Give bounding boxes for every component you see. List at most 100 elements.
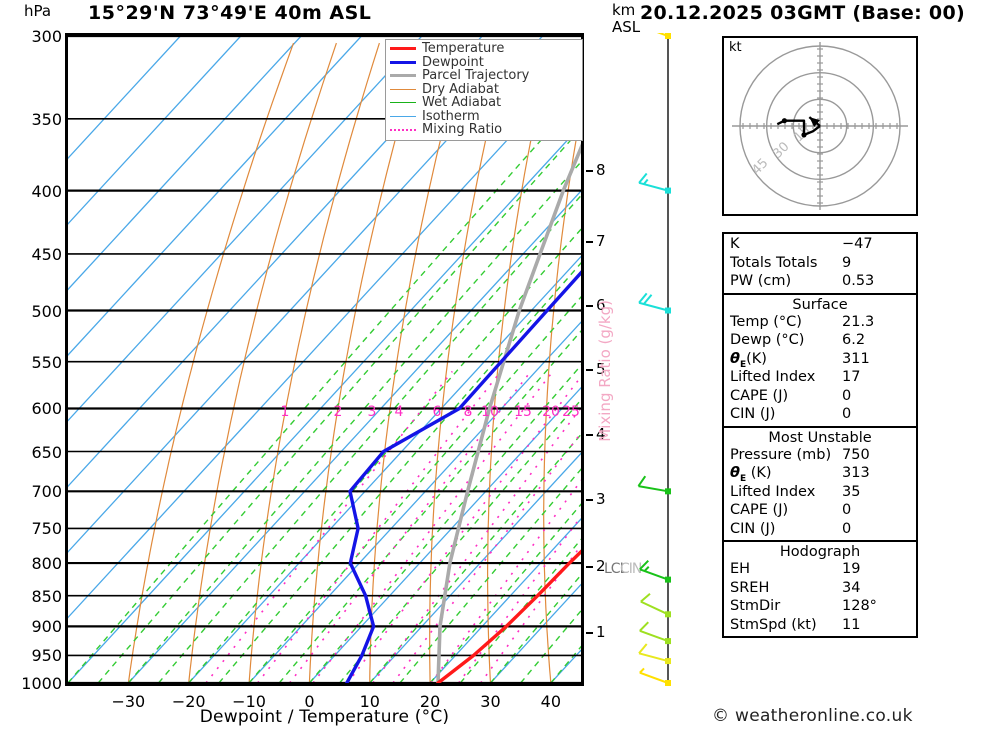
- legend-item-label: Wet Adiabat: [422, 95, 502, 111]
- isobar-lines: [68, 36, 581, 683]
- temperature-curve: [436, 549, 581, 683]
- indices-row-key: SREH: [730, 579, 770, 596]
- height-tick-label: 2: [596, 557, 606, 575]
- indices-row: Lifted Index 17: [724, 368, 916, 387]
- dry-adiabat-lines: [127, 42, 581, 683]
- height-tick-mark: [586, 434, 593, 436]
- legend-swatch-icon: [390, 88, 416, 90]
- indices-row: Lifted Index 35: [724, 483, 916, 502]
- indices-row-key: Pressure (mb): [730, 446, 832, 463]
- wind-barb: [639, 621, 671, 645]
- pressure-tick-label: 450: [31, 244, 62, 264]
- indices-row-value: 313: [842, 465, 870, 481]
- copyright-notice: © weatheronline.co.uk: [712, 706, 913, 726]
- indices-row-key: StmSpd (kt): [730, 616, 817, 633]
- indices-row-key: Dewp (°C): [730, 332, 805, 348]
- indices-group: Hodograph EH 19 SREH 34 StmDir 128° StmSpd (kt)…: [724, 542, 916, 636]
- pressure-tick-label: 800: [31, 554, 62, 574]
- indices-row: CAPE (J) 0: [724, 387, 916, 406]
- legend-swatch-icon: [390, 102, 416, 104]
- height-tick-mark: [586, 632, 593, 634]
- height-axis-unit-km: km: [612, 1, 636, 19]
- legend-swatch-icon: [390, 115, 416, 117]
- wind-barb: [639, 667, 671, 686]
- indices-row-value: 6.2: [842, 332, 866, 348]
- height-tick-mark: [586, 170, 593, 172]
- indices-group: Most Unstable Pressure (mb) 750 θE (K) 313 Li…: [724, 428, 916, 542]
- lcl-marker: LCL: [604, 561, 627, 577]
- wind-barb: [639, 16, 671, 39]
- height-tick-label: 3: [596, 490, 606, 508]
- pressure-tick-label: 750: [31, 519, 62, 539]
- indices-row-value: 17: [842, 369, 861, 385]
- indices-row-value: 128°: [842, 598, 877, 614]
- mixing-ratio-lines: [205, 370, 581, 683]
- indices-row-key: Lifted Index: [730, 483, 816, 500]
- indices-row-value: 34: [842, 579, 861, 596]
- legend-swatch-icon: [390, 47, 416, 51]
- hodograph-ring-label: 30: [770, 139, 792, 161]
- indices-group: Surface Temp (°C) 21.3 Dewp (°C) 6.2 θE(K) 311…: [724, 295, 916, 428]
- hodograph-ring-label: 45: [749, 156, 771, 178]
- indices-row-key: CIN (J): [730, 520, 776, 537]
- hodograph-panel[interactable]: 153045 kt: [722, 36, 918, 216]
- indices-row: K −47: [724, 235, 916, 254]
- wind-barb: [639, 560, 671, 583]
- legend: Temperature Dewpoint Parcel Trajectory Dry …: [385, 39, 583, 141]
- indices-row: StmDir 128°: [724, 597, 916, 616]
- legend-item: Parcel Trajectory: [390, 69, 578, 83]
- pressure-tick-label: 600: [31, 399, 62, 419]
- indices-row-key: CAPE (J): [730, 387, 789, 404]
- legend-swatch-icon: [390, 74, 416, 78]
- indices-row-value: 0: [842, 520, 852, 537]
- pressure-tick-label: 700: [31, 482, 62, 502]
- legend-swatch-icon: [390, 60, 416, 64]
- indices-row: CIN (J) 0: [724, 520, 916, 539]
- indices-group: K −47 Totals Totals 9 PW (cm) 0.53: [724, 234, 916, 295]
- indices-group-heading: Most Unstable: [768, 429, 872, 446]
- temperature-tick-label: −30: [111, 692, 146, 711]
- forecast-run-title: 20.12.2025 03GMT (Base: 00): [640, 2, 965, 24]
- temperature-tick-label: 20: [419, 692, 441, 711]
- legend-item-label: Mixing Ratio: [422, 122, 503, 138]
- height-axis: 1 2 3 4 5 6 7 8: [586, 33, 626, 686]
- legend-item-label: Temperature: [422, 41, 505, 57]
- legend-item: Dewpoint: [390, 56, 578, 70]
- temperature-tick-label: 40: [540, 692, 561, 711]
- indices-row-value: −47: [842, 236, 873, 252]
- indices-row: Dewp (°C) 6.2: [724, 331, 916, 350]
- height-tick-label: 5: [596, 360, 606, 378]
- height-tick-mark: [586, 305, 593, 307]
- indices-row: CIN (J) 0: [724, 405, 916, 424]
- indices-row-value: 21.3: [842, 313, 875, 330]
- pressure-tick-label: 500: [31, 301, 62, 321]
- page-title: 15°29'N 73°49'E 40m ASL: [88, 2, 372, 24]
- height-tick-label: 4: [596, 425, 606, 443]
- parcel-trajectory-curve: [436, 143, 581, 683]
- temperature-axis: −30 −20 −10 0 10 20 30 40: [65, 690, 584, 712]
- pressure-tick-label: 300: [31, 27, 62, 46]
- indices-row-key: Lifted Index: [730, 369, 816, 385]
- hodograph-svg: 153045: [732, 42, 908, 210]
- indices-row-key: CAPE (J): [730, 502, 789, 518]
- temperature-tick-label: 30: [480, 692, 501, 711]
- indices-row: Temp (°C) 21.3: [724, 313, 916, 332]
- indices-row-key: θE(K): [730, 350, 767, 370]
- height-tick-label: 8: [596, 161, 606, 179]
- pressure-tick-label: 900: [31, 617, 62, 637]
- height-axis-unit-asl: ASL: [612, 18, 641, 36]
- legend-item: Wet Adiabat: [390, 96, 578, 110]
- pressure-tick-label: 350: [31, 109, 62, 129]
- indices-row: θE(K) 311: [724, 350, 916, 370]
- indices-row: Pressure (mb) 750: [724, 446, 916, 465]
- mixing-ratio-axis-title: Mixing Ratio (g/kg): [596, 300, 614, 442]
- legend-item: Temperature: [390, 42, 578, 56]
- indices-row: StmSpd (kt) 11: [724, 616, 916, 635]
- temperature-tick-label: 0: [304, 692, 315, 711]
- indices-row: EH 19: [724, 560, 916, 579]
- indices-row: SREH 34: [724, 579, 916, 598]
- indices-row-key: PW (cm): [730, 273, 792, 289]
- indices-row-value: 11: [842, 616, 861, 633]
- indices-row-value: 9: [842, 254, 852, 271]
- skewt-diagram[interactable]: [65, 33, 584, 686]
